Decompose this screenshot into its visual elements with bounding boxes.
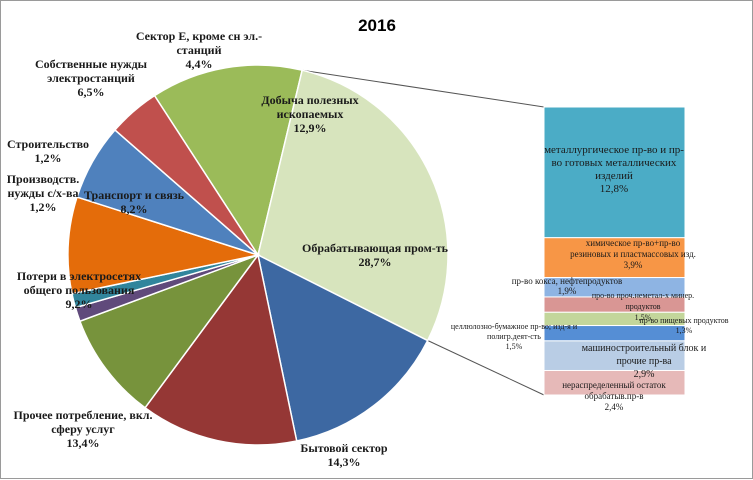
bar-label-про-во-проч-неметал-х-минер-продуктов: про-во проч.неметал-х минер. продуктов 1,5… xyxy=(592,291,694,322)
pie-slice-добыча-полезных-ископаемых xyxy=(153,64,304,257)
pie-slice-сектор-е-кроме-сн-эл-станций xyxy=(113,94,259,256)
pie-slice-потери-в-электросетях-общего-пользования xyxy=(78,253,261,409)
bar-label-химическое-пр-во-пр-во-резиновых-и-пластмассовых-изд: химическое пр-во+пр-во резиновых и пластм… xyxy=(570,238,696,270)
slice-label-бытовой-сектор: Бытовой сектор 14,3% xyxy=(300,441,388,469)
bar-segment-металлургическое-пр-во-и-пр-во-готовых-металлических-изделий xyxy=(543,106,686,239)
bar-segment-машиностроительный-блок-и-прочие-пр-ва xyxy=(543,340,686,371)
slice-label-добыча-полезных-ископаемых: Добыча полезных ископаемых 12,9% xyxy=(261,93,358,135)
bar-label-нераспределенный-остаток-обрабатыв-пр-в: нераспределенный остаток обрабатыв.пр-в 2,… xyxy=(562,380,666,412)
bar-label-пр-во-пищевых-продуктов: пр-во пищевых продуктов 1,3% xyxy=(639,316,728,335)
bar-label-металлургическое-пр-во-и-пр-во-готовых-металлических-изделий: металлургическое пр-во и пр-во готовых м… xyxy=(544,144,684,195)
bar-label-машиностроительный-блок-и-прочие-пр-ва: машиностроительный блок и прочие пр-ва 2,9… xyxy=(582,343,707,380)
bar-label-пр-во-кокса-нефтепродуктов: пр-во кокса, нефтепродуктов 1,9% xyxy=(512,276,623,296)
pie-slice-транспорт-и-связь xyxy=(67,196,261,295)
connector-line-top xyxy=(302,69,545,108)
slice-label-обрабатывающая-пром-ть: Обрабатывающая пром-ть 28,7% xyxy=(302,241,449,269)
bar-segment-химическое-пр-во-пр-во-резиновых-и-пластмассовых-изд xyxy=(543,237,686,279)
slice-label-сектор-е-кроме-сн-эл-станций: Сектор Е, кроме сн эл.-станций 4,4% xyxy=(136,29,262,71)
pie-slice-обрабатывающая-пром-ть xyxy=(257,69,449,342)
pie-slice-бытовой-сектор xyxy=(256,253,429,442)
chart-title: 2016 xyxy=(358,16,396,35)
slice-label-собственные-нужды-электростанций: Собственные нужды электростанций 6,5% xyxy=(35,57,148,99)
slice-label-производств-нужды-с-х-ва: Производств. нужды с/х-ва 1,2% xyxy=(7,172,80,214)
slice-label-строительство: Строительство 1,2% xyxy=(7,137,89,165)
connector-line-bottom xyxy=(427,340,545,396)
slice-label-прочее-потребление-вкл-сферу-услуг: Прочее потребление, вкл. сферу услуг 13,4% xyxy=(14,408,153,450)
slice-label-транспорт-и-связь: Транспорт и связь 8,2% xyxy=(84,188,185,216)
bar-segment-нераспределенный-остаток-обрабатыв-пр-в xyxy=(543,369,686,396)
slice-label-потери-в-электросетях-общего-пользования: Потери в электросетях общего пользования 9… xyxy=(17,269,141,311)
pie-slice-прочее-потребление-вкл-сферу-услуг xyxy=(143,253,298,446)
bar-label-целлюлозно-бумажное-пр-во-изд-я-и-полигр-деят-сть: целлюлозно-бумажное пр-во; изд-я и полигр… xyxy=(451,322,578,351)
